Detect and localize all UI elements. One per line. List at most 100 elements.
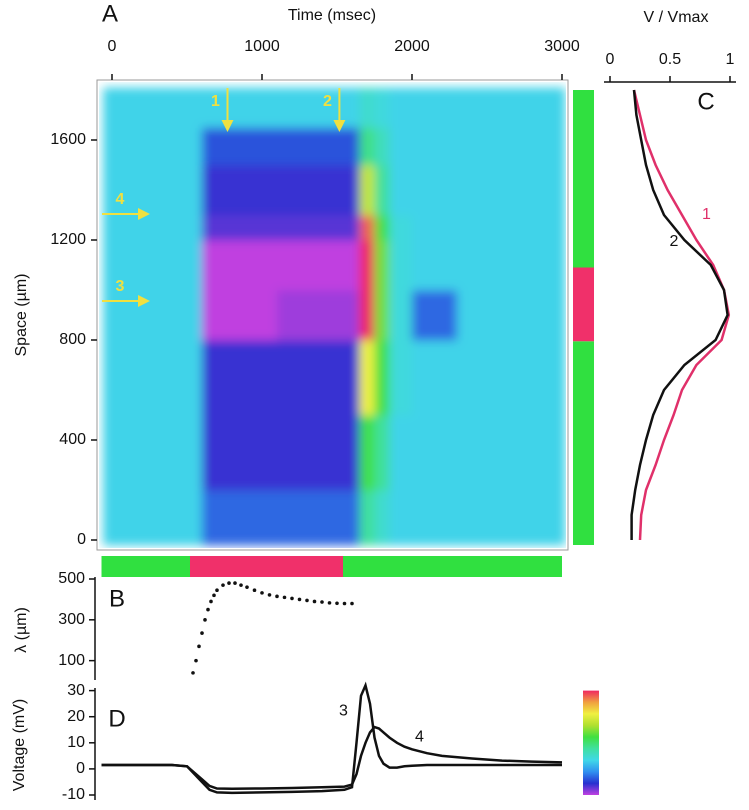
heat-cell xyxy=(202,215,278,241)
heat-cell xyxy=(374,165,390,216)
heat-cell xyxy=(457,215,566,241)
heat-cell xyxy=(457,340,566,416)
x-tick-label: 3000 xyxy=(544,38,580,55)
series-label: 4 xyxy=(415,728,424,745)
trace xyxy=(101,681,562,795)
heat-cell xyxy=(374,127,390,166)
x-tick-label: 0 xyxy=(108,38,117,55)
panel-letter: D xyxy=(108,705,125,732)
heat-cell xyxy=(103,415,203,491)
heat-cell xyxy=(374,340,390,416)
point xyxy=(350,601,354,606)
y-axis-title: Space (µm) xyxy=(13,273,30,356)
heat-cell xyxy=(202,290,278,341)
heatmap xyxy=(103,87,566,546)
point xyxy=(297,597,302,602)
point xyxy=(327,601,332,605)
heat-cell xyxy=(202,127,278,166)
arrow-head xyxy=(221,120,234,132)
point xyxy=(275,594,279,599)
x-tick-label: 1 xyxy=(726,51,735,68)
heat-cell xyxy=(374,215,390,241)
heat-cell xyxy=(457,127,566,166)
heat-cell xyxy=(359,215,375,241)
heat-cell xyxy=(412,215,458,241)
y-tick-label: 30 xyxy=(67,682,85,699)
time-stimulus-bar xyxy=(343,556,562,577)
y-tick-label: 0 xyxy=(77,531,86,548)
heat-cell xyxy=(277,340,360,416)
annotation: 2 xyxy=(323,93,332,110)
point xyxy=(335,601,339,606)
heatmap-cells xyxy=(103,87,566,546)
trace xyxy=(101,725,563,790)
heat-cell xyxy=(103,215,203,241)
heat-cell xyxy=(277,240,360,291)
heat-cell xyxy=(103,127,203,166)
heat-cell xyxy=(202,240,278,291)
heat-cell xyxy=(202,87,278,128)
time-stimulus-bar xyxy=(101,556,190,577)
arrow-head xyxy=(333,120,346,132)
heat-cell xyxy=(457,87,566,128)
point xyxy=(209,599,213,604)
y-tick-label: 0 xyxy=(76,760,85,777)
heat-cell xyxy=(412,340,458,416)
point xyxy=(320,600,324,604)
heat-cell xyxy=(389,127,413,166)
heat-cell xyxy=(457,490,566,546)
heat-cell xyxy=(277,87,360,128)
heat-cell xyxy=(412,87,458,128)
heat-cell xyxy=(412,240,458,291)
point xyxy=(233,581,237,585)
heat-cell xyxy=(202,340,278,416)
point xyxy=(282,595,287,600)
series-label: 1 xyxy=(702,206,711,223)
heat-cell xyxy=(103,290,203,341)
heat-cell xyxy=(277,290,360,341)
heat-cell xyxy=(202,415,278,491)
arrow-head xyxy=(138,295,150,307)
heat-cell xyxy=(412,490,458,546)
heat-cell xyxy=(103,240,203,291)
y-tick-label: 800 xyxy=(59,331,86,348)
heat-cell xyxy=(359,340,375,416)
heat-cell xyxy=(389,87,413,128)
point xyxy=(194,658,198,663)
heat-cell xyxy=(277,215,360,241)
heat-cell xyxy=(374,87,390,128)
colorbar xyxy=(583,690,599,795)
heat-cell xyxy=(374,490,390,546)
y-tick-label: 500 xyxy=(58,570,85,587)
heat-cell xyxy=(374,415,390,491)
point xyxy=(260,591,264,595)
y-tick-label: 10 xyxy=(67,734,85,751)
heat-cell xyxy=(389,340,413,416)
point xyxy=(200,631,204,635)
panel-letter: A xyxy=(102,0,118,27)
x-tick-label: 1000 xyxy=(244,38,280,55)
y-tick-label: 1200 xyxy=(50,231,86,248)
heat-cell xyxy=(103,165,203,216)
panel-letter: B xyxy=(109,585,125,612)
space-stimulus-bar xyxy=(573,341,594,545)
heat-cell xyxy=(457,240,566,291)
point xyxy=(191,671,195,675)
heat-cell xyxy=(374,240,390,291)
annotation: 3 xyxy=(116,278,125,295)
point xyxy=(212,593,216,598)
point xyxy=(221,583,225,587)
heat-cell xyxy=(389,290,413,341)
panel-letter: C xyxy=(697,88,714,115)
heat-cell xyxy=(389,490,413,546)
series-label: 2 xyxy=(669,233,678,250)
heat-cell xyxy=(412,165,458,216)
heat-cell xyxy=(457,415,566,491)
heat-cell xyxy=(457,165,566,216)
profile-line xyxy=(630,89,729,540)
heat-cell xyxy=(374,290,390,341)
heat-cell xyxy=(277,127,360,166)
heat-cell xyxy=(359,415,375,491)
heat-cell xyxy=(389,240,413,291)
